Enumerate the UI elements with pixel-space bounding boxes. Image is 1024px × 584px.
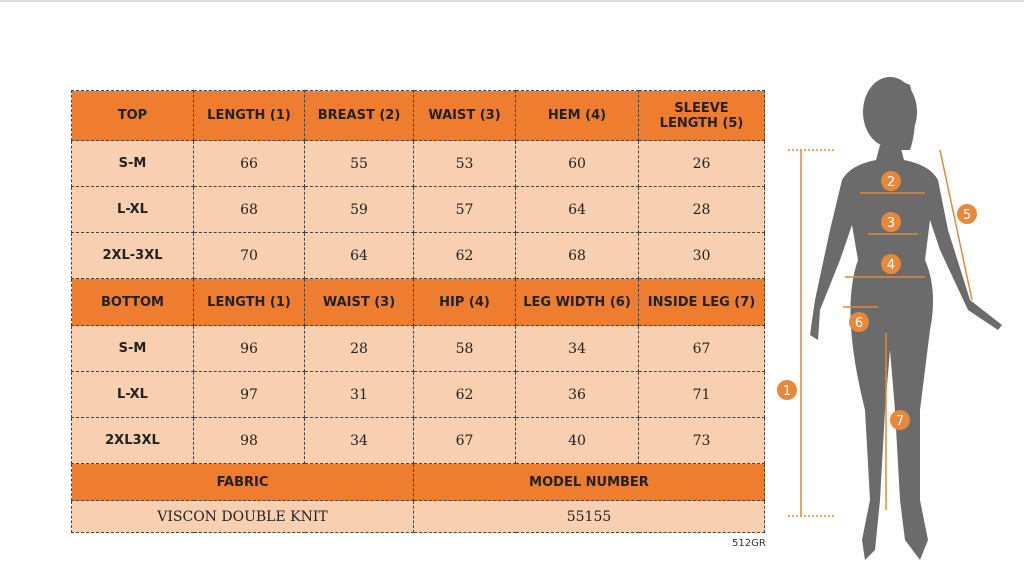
code: 512GR xyxy=(732,538,766,549)
cell: LEG WIDTH (6) xyxy=(515,278,639,326)
marker-label: 7 xyxy=(896,414,904,429)
cell: 28 xyxy=(304,325,414,372)
marker-label: 5 xyxy=(963,208,971,223)
cell: 62 xyxy=(413,371,516,418)
marker-label: 4 xyxy=(887,258,895,273)
cell: 67 xyxy=(413,417,516,464)
cell: 55 xyxy=(304,140,414,187)
table-row: FABRIC MODEL NUMBER xyxy=(71,463,765,501)
table-row: 2XL-3XL 70 64 62 68 30 xyxy=(71,232,765,279)
cell: HEM (4) xyxy=(515,90,639,141)
cell: LENGTH (1) xyxy=(193,90,305,141)
marker xyxy=(849,312,869,332)
marker-label: 2 xyxy=(887,175,895,190)
cell: 64 xyxy=(304,232,414,279)
marker xyxy=(881,212,901,232)
cell: 36 xyxy=(515,371,639,418)
marker xyxy=(881,171,901,191)
table-row: BOTTOM LENGTH (1) WAIST (3) HIP (4) LEG WIDT… xyxy=(71,278,765,326)
cell: S-M xyxy=(71,325,194,372)
table-row: L-XL 97 31 62 36 71 xyxy=(71,371,765,418)
cell: WAIST (3) xyxy=(413,90,516,141)
cell: 30 xyxy=(638,232,765,279)
cell: BOTTOM xyxy=(71,278,194,326)
cell: 68 xyxy=(515,232,639,279)
marker xyxy=(890,410,910,430)
cell: 53 xyxy=(413,140,516,187)
table-row: VISCON DOUBLE KNIT 55155 xyxy=(71,500,765,533)
marker-label: 3 xyxy=(887,216,895,231)
cell: 70 xyxy=(193,232,305,279)
cell: SLEEVE LENGTH (5) xyxy=(638,90,765,141)
marker-label: 1 xyxy=(783,384,791,399)
cell: 34 xyxy=(304,417,414,464)
marker-label: 6 xyxy=(855,316,863,331)
cell: HIP (4) xyxy=(413,278,516,326)
top-border xyxy=(0,0,1024,2)
cell: 73 xyxy=(638,417,765,464)
cell: 2XL-3XL xyxy=(71,232,194,279)
cell: L-XL xyxy=(71,371,194,418)
cell: LENGTH (1) xyxy=(193,278,305,326)
cell: 59 xyxy=(304,186,414,233)
cell: 64 xyxy=(515,186,639,233)
marker xyxy=(881,254,901,274)
cell: 96 xyxy=(193,325,305,372)
cell: FABRIC xyxy=(71,463,414,501)
cell: 26 xyxy=(638,140,765,187)
marker xyxy=(957,204,977,224)
cell: VISCON DOUBLE KNIT xyxy=(71,500,414,533)
cell: 97 xyxy=(193,371,305,418)
cell: 57 xyxy=(413,186,516,233)
cell: 98 xyxy=(193,417,305,464)
cell: 62 xyxy=(413,232,516,279)
cell: 58 xyxy=(413,325,516,372)
table-row: TOP LENGTH (1) BREAST (2) WAIST (3) HEM (4) S… xyxy=(71,90,765,141)
cell: 71 xyxy=(638,371,765,418)
cell: 66 xyxy=(193,140,305,187)
cell: 40 xyxy=(515,417,639,464)
cell: 68 xyxy=(193,186,305,233)
cell: WAIST (3) xyxy=(304,278,414,326)
table-row: 2XL3XL 98 34 67 40 73 xyxy=(71,417,765,464)
cell: 28 xyxy=(638,186,765,233)
size-table: TOP LENGTH (1) BREAST (2) WAIST (3) HEM (4) S… xyxy=(71,90,765,533)
cell: MODEL NUMBER xyxy=(413,463,765,501)
body-figure: 1 2 3 4 5 6 7 xyxy=(777,77,1002,560)
table-row: S-M 96 28 58 34 67 xyxy=(71,325,765,372)
marker xyxy=(777,380,797,400)
cell: 55155 xyxy=(413,500,765,533)
cell: INSIDE LEG (7) xyxy=(638,278,765,326)
cell: TOP xyxy=(71,90,194,141)
cell: L-XL xyxy=(71,186,194,233)
cell: 31 xyxy=(304,371,414,418)
cell: 34 xyxy=(515,325,639,372)
cell: 60 xyxy=(515,140,639,187)
cell: S-M xyxy=(71,140,194,187)
cell: 67 xyxy=(638,325,765,372)
cell: 2XL3XL xyxy=(71,417,194,464)
table-row: S-M 66 55 53 60 26 xyxy=(71,140,765,187)
table-row: L-XL 68 59 57 64 28 xyxy=(71,186,765,233)
cell: BREAST (2) xyxy=(304,90,414,141)
